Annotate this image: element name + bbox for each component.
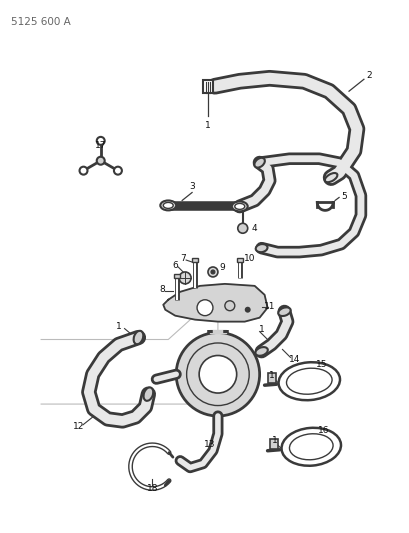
Text: 5125 600 A: 5125 600 A xyxy=(11,17,71,27)
Ellipse shape xyxy=(231,201,247,212)
Circle shape xyxy=(114,167,121,175)
Text: 15: 15 xyxy=(315,360,326,369)
Circle shape xyxy=(207,267,217,277)
Ellipse shape xyxy=(160,200,176,211)
Text: 1: 1 xyxy=(258,325,264,334)
Circle shape xyxy=(97,157,104,165)
Text: 1: 1 xyxy=(204,122,210,131)
Ellipse shape xyxy=(324,173,337,182)
Text: 13: 13 xyxy=(204,440,215,449)
Polygon shape xyxy=(163,284,267,321)
Text: 3: 3 xyxy=(189,182,195,191)
Text: 8: 8 xyxy=(159,285,165,294)
Circle shape xyxy=(199,356,236,393)
Text: 17: 17 xyxy=(95,141,106,150)
Ellipse shape xyxy=(289,434,332,460)
Text: 4: 4 xyxy=(251,224,257,233)
Ellipse shape xyxy=(255,244,267,252)
Bar xyxy=(202,80,212,93)
Text: 6: 6 xyxy=(172,261,178,270)
Bar xyxy=(267,373,275,383)
Text: 9: 9 xyxy=(218,263,224,272)
Circle shape xyxy=(97,137,104,145)
Text: 12: 12 xyxy=(73,423,84,431)
Circle shape xyxy=(197,300,212,316)
Bar xyxy=(174,274,180,278)
Text: 2: 2 xyxy=(365,71,371,80)
Ellipse shape xyxy=(286,368,331,394)
Circle shape xyxy=(179,272,191,284)
Text: 14: 14 xyxy=(288,355,299,364)
Circle shape xyxy=(79,167,87,175)
Ellipse shape xyxy=(133,331,143,344)
Circle shape xyxy=(224,301,234,311)
Text: 10: 10 xyxy=(243,254,255,263)
Circle shape xyxy=(211,270,214,274)
Ellipse shape xyxy=(255,347,267,356)
Text: 5: 5 xyxy=(340,192,346,201)
Ellipse shape xyxy=(163,203,173,208)
Text: 11: 11 xyxy=(263,302,274,311)
Bar xyxy=(269,439,277,449)
Bar xyxy=(192,258,198,262)
Ellipse shape xyxy=(234,204,244,209)
Text: 18: 18 xyxy=(146,484,158,493)
Text: 1: 1 xyxy=(271,437,277,445)
Circle shape xyxy=(237,223,247,233)
Text: 1: 1 xyxy=(115,322,121,331)
Ellipse shape xyxy=(278,308,290,316)
Bar xyxy=(236,258,242,262)
Circle shape xyxy=(176,333,259,416)
Ellipse shape xyxy=(143,387,153,401)
Circle shape xyxy=(244,306,250,313)
Text: 1: 1 xyxy=(268,371,274,379)
Text: 7: 7 xyxy=(180,254,186,263)
Ellipse shape xyxy=(254,158,264,167)
Text: 16: 16 xyxy=(318,426,329,435)
